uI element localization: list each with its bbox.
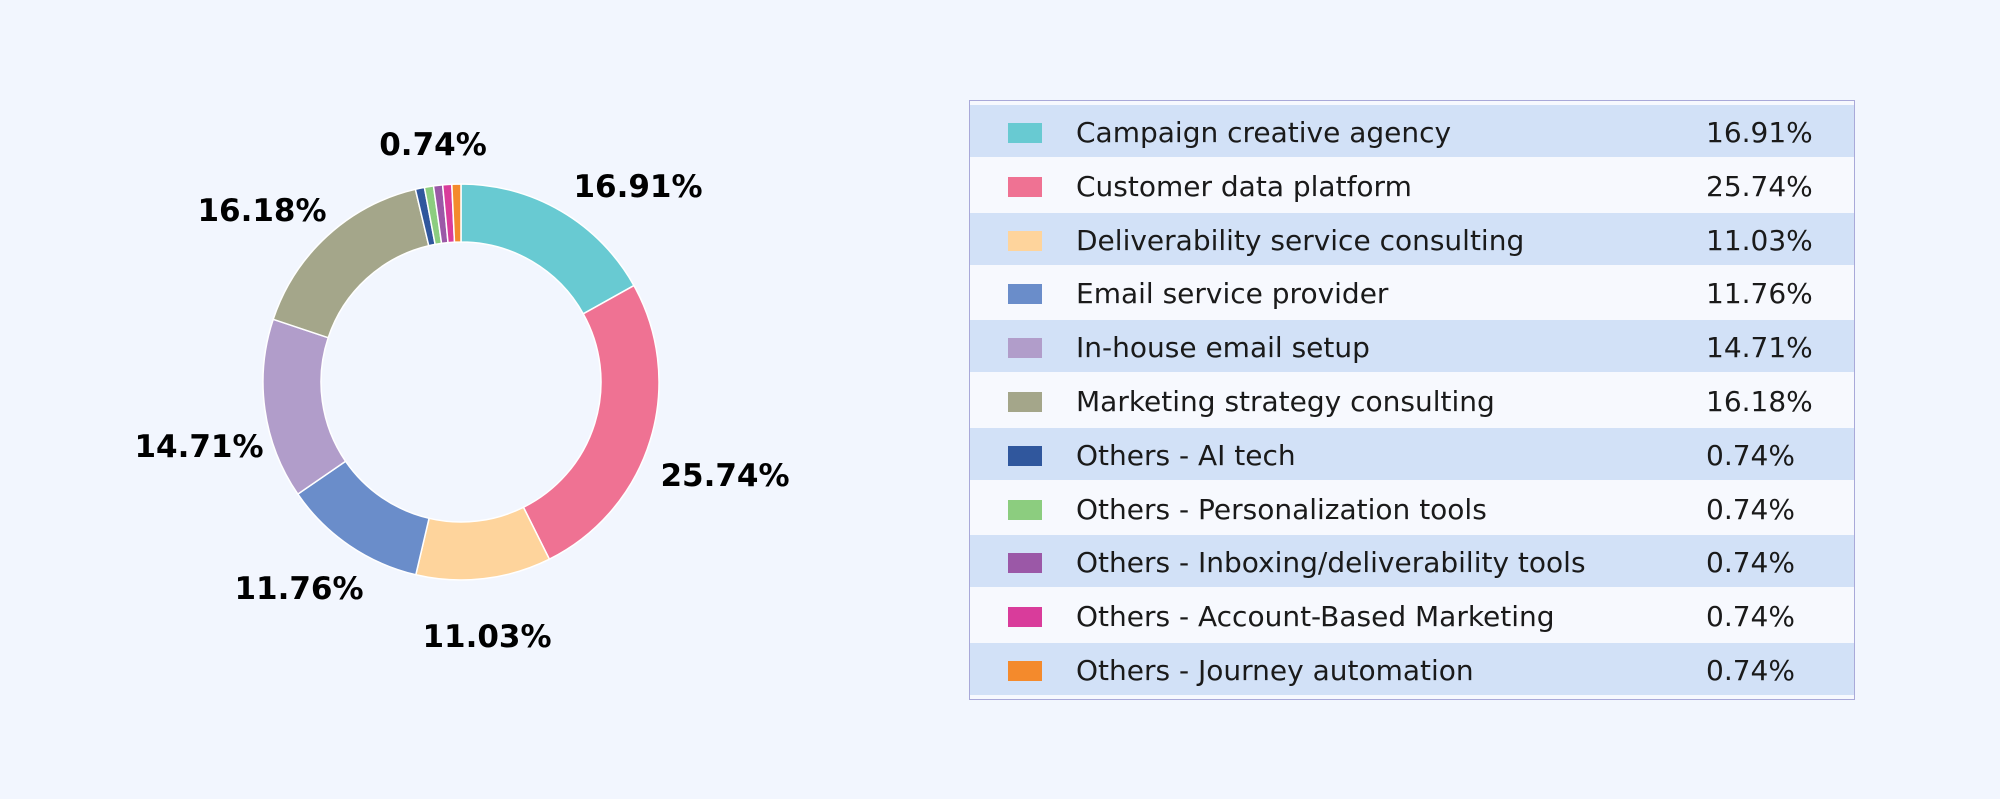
legend-value: 16.91% <box>1706 116 1813 149</box>
slices-group <box>262 183 660 581</box>
legend-row: Others - Inboxing/deliverability tools 0.… <box>970 535 1854 588</box>
legend-row: Marketing strategy consulting 16.18% <box>970 374 1854 426</box>
legend-label: Others - Inboxing/deliverability tools <box>1076 546 1586 580</box>
legend-swatch <box>1008 123 1042 143</box>
legend-swatch <box>1008 607 1042 628</box>
legend-value: 0.74% <box>1706 492 1795 526</box>
legend-label: Others - Account-Based Marketing <box>1076 600 1555 634</box>
legend-value: 11.03% <box>1706 223 1813 257</box>
legend-swatch <box>1008 176 1042 197</box>
legend-swatch <box>1008 553 1042 574</box>
legend-row: Campaign creative agency 16.91% <box>970 105 1854 157</box>
legend-value: 0.74% <box>1706 438 1795 472</box>
slice-label-6: 16.18% <box>197 193 326 229</box>
legend-label: Others - AI tech <box>1076 438 1296 472</box>
legend-swatch <box>1008 445 1042 466</box>
slice-11 <box>451 183 462 243</box>
slice-label-3: 11.03% <box>422 619 551 655</box>
slice-label-2: 25.74% <box>660 458 789 494</box>
legend-row: In-house email setup 14.71% <box>970 320 1854 373</box>
legend-row: Others - Personalization tools 0.74% <box>970 482 1854 534</box>
legend-label: In-house email setup <box>1076 331 1370 365</box>
legend-swatch <box>1008 284 1042 305</box>
slice-labels-group: 16.91% 25.74% 11.03% 11.76% 14.71% 16.18% 0.74… <box>134 127 789 655</box>
legend-label: Deliverability service consulting <box>1076 223 1525 257</box>
slice-label-4: 11.76% <box>234 571 363 607</box>
legend-value: 25.74% <box>1706 169 1813 203</box>
legend-value: 16.18% <box>1706 385 1813 418</box>
legend-swatch <box>1008 392 1042 412</box>
legend-swatch <box>1008 661 1042 681</box>
legend-table: Campaign creative agency 16.91% Customer d… <box>969 100 1855 700</box>
legend-swatch <box>1008 499 1042 520</box>
legend-row: Customer data platform 25.74% <box>970 159 1854 211</box>
legend-row: Others - AI tech 0.74% <box>970 427 1854 480</box>
legend-swatch <box>1008 338 1042 359</box>
legend-row: Others - Account-Based Marketing 0.74% <box>970 589 1854 641</box>
legend-value: 0.74% <box>1706 654 1795 687</box>
legend-label: Others - Journey automation <box>1076 654 1474 687</box>
legend-row: Others - Journey automation 0.74% <box>970 643 1854 695</box>
legend-value: 11.76% <box>1706 277 1813 311</box>
slice-3 <box>414 506 551 581</box>
legend-row: Deliverability service consulting 11.03% <box>970 212 1854 265</box>
legend-row: Email service provider 11.76% <box>970 266 1854 318</box>
slice-label-5: 14.71% <box>134 429 263 465</box>
slice-2 <box>522 284 660 561</box>
slice-label-7: 0.74% <box>379 127 487 163</box>
legend-label: Marketing strategy consulting <box>1076 385 1495 418</box>
legend-label: Customer data platform <box>1076 169 1412 203</box>
slice-5 <box>262 318 347 496</box>
legend-swatch <box>1008 230 1042 251</box>
legend-label: Email service provider <box>1076 277 1389 311</box>
legend-value: 0.74% <box>1706 546 1795 580</box>
slice-label-1: 16.91% <box>573 169 702 205</box>
legend-value: 14.71% <box>1706 331 1813 365</box>
legend-label: Campaign creative agency <box>1076 116 1452 149</box>
legend-label: Others - Personalization tools <box>1076 492 1487 526</box>
legend-value: 0.74% <box>1706 600 1795 634</box>
